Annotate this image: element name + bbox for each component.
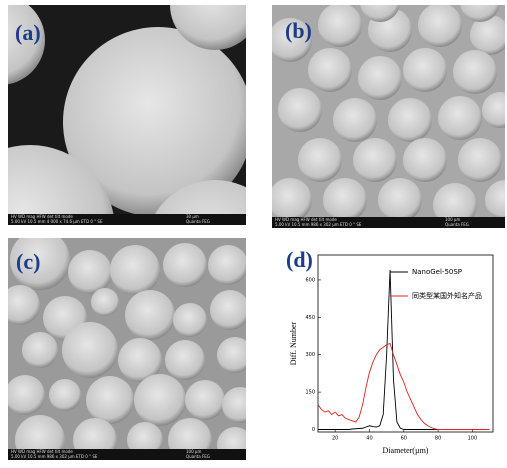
sphere xyxy=(185,380,225,420)
sphere xyxy=(222,387,246,423)
y-tick-label: 0 xyxy=(312,427,315,433)
x-tick-label: 60 xyxy=(401,436,407,442)
info-bar xyxy=(272,217,505,228)
sphere xyxy=(298,138,342,182)
y-tick-label: 150 xyxy=(305,390,315,396)
sphere xyxy=(217,337,246,373)
plot-frame xyxy=(317,254,494,433)
info-values: 5.00 kV 10.5 mm 4 000 x 74.6 µm ETD 0 ° … xyxy=(11,219,103,224)
sphere xyxy=(323,178,367,222)
panel-label: (b) xyxy=(285,18,312,43)
sphere xyxy=(163,243,207,287)
sphere xyxy=(210,290,246,330)
sphere xyxy=(272,178,312,222)
y-tick-label: 600 xyxy=(305,277,315,283)
sphere xyxy=(458,138,502,182)
info-header: HV WD mag HFW det tilt mode xyxy=(11,449,73,454)
panel-label: (a) xyxy=(15,20,41,45)
info-values: 5.00 kV 10.5 mm 986 x 302 µm ETD 0 ° SE xyxy=(275,222,362,227)
sphere xyxy=(10,238,70,290)
sphere xyxy=(378,178,422,222)
sphere xyxy=(62,322,118,378)
info-header: HV WD mag HFW det tilt mode xyxy=(11,214,73,219)
sphere xyxy=(482,92,505,128)
legend-label: 同类型某国外知名产品 xyxy=(412,291,482,300)
scale-text: 100 µm xyxy=(186,449,201,454)
sphere xyxy=(118,338,162,382)
info-bar xyxy=(8,214,246,225)
instrument: Quanta FEG xyxy=(186,219,210,224)
sphere xyxy=(272,18,312,62)
y-axis-label: Diff. Number xyxy=(289,321,298,365)
sphere xyxy=(485,180,505,220)
sphere xyxy=(49,379,81,411)
sphere xyxy=(403,48,447,92)
sphere xyxy=(208,245,246,285)
sphere xyxy=(278,88,322,132)
sphere xyxy=(125,290,175,340)
instrument: Quanta FEG xyxy=(445,222,469,227)
sphere xyxy=(470,15,505,55)
sphere xyxy=(318,5,362,47)
sphere xyxy=(358,56,402,100)
sphere xyxy=(433,183,477,227)
x-tick-label: 40 xyxy=(366,436,372,442)
sphere xyxy=(353,138,397,182)
info-bar xyxy=(8,449,246,460)
x-tick-label: 20 xyxy=(332,436,338,442)
sphere xyxy=(460,5,500,22)
legend-label: NanoGel-50SP xyxy=(412,268,462,276)
sphere xyxy=(403,138,447,182)
sphere xyxy=(22,332,58,368)
x-axis-label: Diameter(µm) xyxy=(383,446,429,455)
panel-label: (d) xyxy=(286,247,313,272)
y-tick-label: 450 xyxy=(305,315,315,321)
sphere xyxy=(15,415,65,460)
sphere xyxy=(110,245,160,295)
sphere xyxy=(333,98,377,142)
sphere xyxy=(418,5,462,47)
sphere xyxy=(165,340,205,380)
sphere xyxy=(388,98,432,142)
x-tick-label: 80 xyxy=(435,436,441,442)
info-values: 5.00 kV 10.5 mm 986 x 302 µm ETD 0 ° SE xyxy=(11,454,98,459)
instrument: Quanta FEG xyxy=(186,454,210,459)
y-tick-label: 300 xyxy=(305,352,315,358)
sphere xyxy=(173,303,207,337)
sem-b xyxy=(272,5,505,228)
scale-text: 100 µm xyxy=(445,217,460,222)
panel-label: (c) xyxy=(16,249,40,274)
sphere xyxy=(438,96,482,140)
sphere xyxy=(68,250,112,294)
info-header: HV WD mag HFW det tilt mode xyxy=(275,217,337,222)
sphere xyxy=(360,5,400,22)
sem-a xyxy=(8,5,246,225)
sphere xyxy=(453,50,497,94)
sphere xyxy=(8,375,45,415)
sphere xyxy=(91,288,119,316)
sphere xyxy=(8,285,40,325)
x-tick-label: 100 xyxy=(468,436,478,442)
sphere xyxy=(134,374,186,426)
scale-text: 30 µm xyxy=(186,214,199,219)
sphere xyxy=(308,48,352,92)
sphere xyxy=(86,376,134,424)
series-line xyxy=(317,342,490,430)
